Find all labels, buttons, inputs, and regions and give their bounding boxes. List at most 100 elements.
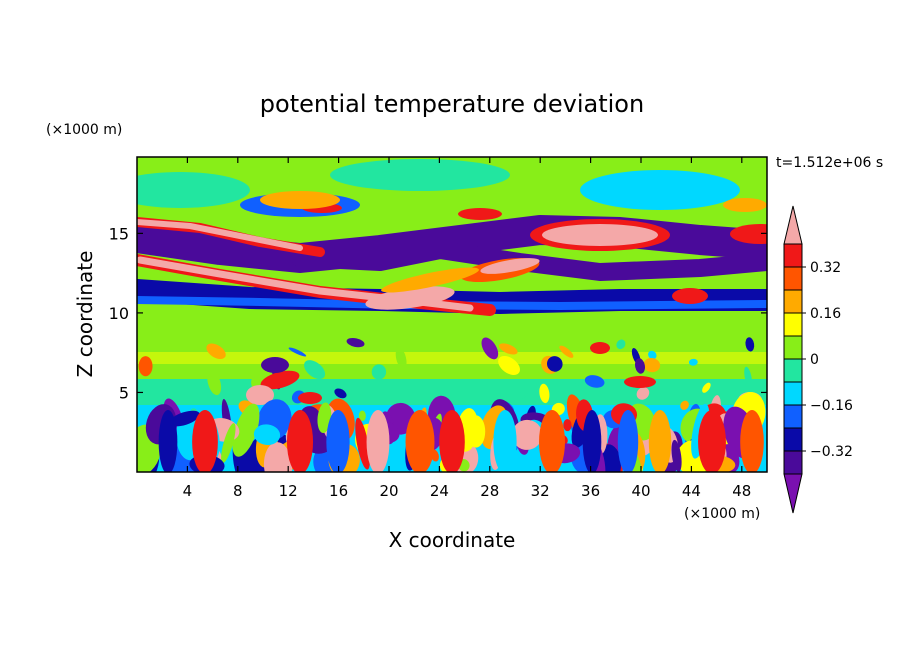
colorbar-swatch — [783, 243, 803, 268]
colorbar-tick-label: −0.32 — [810, 444, 853, 460]
contour-field — [137, 159, 767, 472]
colorbar-swatch — [783, 312, 803, 337]
colorbar: 0.32 0.16 0 −0.16 −0.32 — [783, 205, 853, 514]
contour-blob — [539, 410, 565, 472]
contour-blob — [169, 410, 200, 427]
contour-blob — [671, 439, 682, 472]
contour-blob — [246, 385, 274, 405]
y-axis-label: Z coordinate — [73, 251, 97, 378]
contour-blob — [298, 392, 322, 404]
contour-blob — [498, 343, 518, 355]
contour-blob — [158, 410, 178, 472]
contour-blob — [635, 358, 645, 374]
x-tick-label: 36 — [581, 482, 600, 500]
contour-blob — [261, 357, 289, 373]
contour-blob — [596, 444, 622, 472]
contour-blob — [493, 410, 517, 472]
colorbar-max-extension — [783, 205, 803, 245]
contour-blob — [480, 258, 540, 274]
x-tick-label: 44 — [682, 482, 701, 500]
contour-blob — [559, 345, 574, 358]
contour-blob — [518, 390, 528, 399]
contour-blob — [137, 172, 250, 208]
contour-blob — [288, 347, 307, 357]
contour-blob — [207, 370, 222, 396]
colorbar-min-extension — [783, 473, 803, 514]
x-tick-label: 20 — [379, 482, 398, 500]
contour-band — [137, 256, 474, 312]
contour-blob — [740, 410, 764, 472]
contour-blob — [648, 410, 672, 472]
contour-blob — [498, 355, 520, 375]
plot-frame — [136, 156, 768, 473]
contour-blob — [688, 358, 698, 366]
colorbar-tick-label: 0 — [810, 352, 819, 368]
y-tick-label: 5 — [119, 383, 129, 402]
contour-blob — [330, 159, 510, 191]
contour-blob — [381, 267, 479, 293]
y-tick-label: 15 — [109, 224, 129, 243]
contour-blob — [358, 410, 366, 422]
contour-blob — [563, 419, 572, 432]
x-tick-label: 8 — [233, 482, 243, 500]
contour-blob — [636, 387, 650, 400]
contour-blob — [317, 402, 332, 434]
contour-blob — [366, 410, 390, 472]
colorbar-swatch — [783, 266, 803, 291]
colorbar-tick-label: 0.32 — [810, 260, 841, 276]
contour-blob — [365, 286, 455, 310]
contour-blob — [260, 370, 300, 390]
contour-blob — [481, 337, 499, 360]
colorbar-swatch — [783, 289, 803, 314]
contour-blob — [648, 350, 657, 360]
contour-blob — [580, 170, 740, 210]
colorbar-swatch — [783, 335, 803, 360]
contour-blob — [263, 442, 293, 472]
contour-blob — [744, 366, 752, 388]
contour-blob — [439, 410, 465, 472]
contour-blob — [232, 403, 260, 457]
contour-blob — [138, 356, 153, 377]
time-label: t=1.512e+06 s — [776, 155, 883, 171]
contour-blob — [617, 410, 639, 472]
contour-blob — [511, 419, 543, 450]
contour-blob — [539, 383, 550, 404]
contour-blob — [405, 410, 435, 472]
contour-blob — [698, 410, 726, 472]
contour-blob — [221, 423, 236, 464]
x-tick-label: 48 — [732, 482, 751, 500]
contour-blob — [355, 417, 370, 470]
contour-blob — [253, 424, 281, 446]
contour-band — [137, 215, 767, 273]
x-tick-label: 28 — [480, 482, 499, 500]
contour-blob — [304, 360, 326, 380]
contour-layer — [137, 352, 767, 364]
contour-blob — [702, 382, 711, 393]
x-tick-label: 40 — [631, 482, 650, 500]
contour-blob — [395, 347, 407, 370]
x-tick-label: 16 — [329, 482, 348, 500]
contour-blob — [326, 410, 350, 472]
contour-blob — [643, 357, 661, 373]
contour-blob — [723, 198, 767, 212]
colorbar-swatch — [783, 404, 803, 429]
contour-blob — [745, 337, 755, 352]
colorbar-swatch — [783, 450, 803, 475]
colorbar-tick-label: 0.16 — [810, 306, 841, 322]
colorbar-swatch — [783, 358, 803, 383]
x-tick-label: 24 — [430, 482, 449, 500]
contour-blob — [192, 410, 218, 472]
contour-blob — [371, 364, 387, 380]
contour-blob — [458, 208, 502, 220]
contour-blob — [346, 337, 365, 348]
contour-band — [137, 219, 303, 251]
contour-blob — [286, 410, 314, 472]
x-axis-label: X coordinate — [389, 528, 516, 552]
x-tick-label: 4 — [183, 482, 193, 500]
contour-blob — [584, 375, 605, 388]
y-axis-ticks: 5 10 15 — [109, 224, 767, 402]
contour-blob — [590, 342, 610, 354]
contour-blob — [672, 288, 708, 304]
contour-blob — [680, 400, 689, 410]
